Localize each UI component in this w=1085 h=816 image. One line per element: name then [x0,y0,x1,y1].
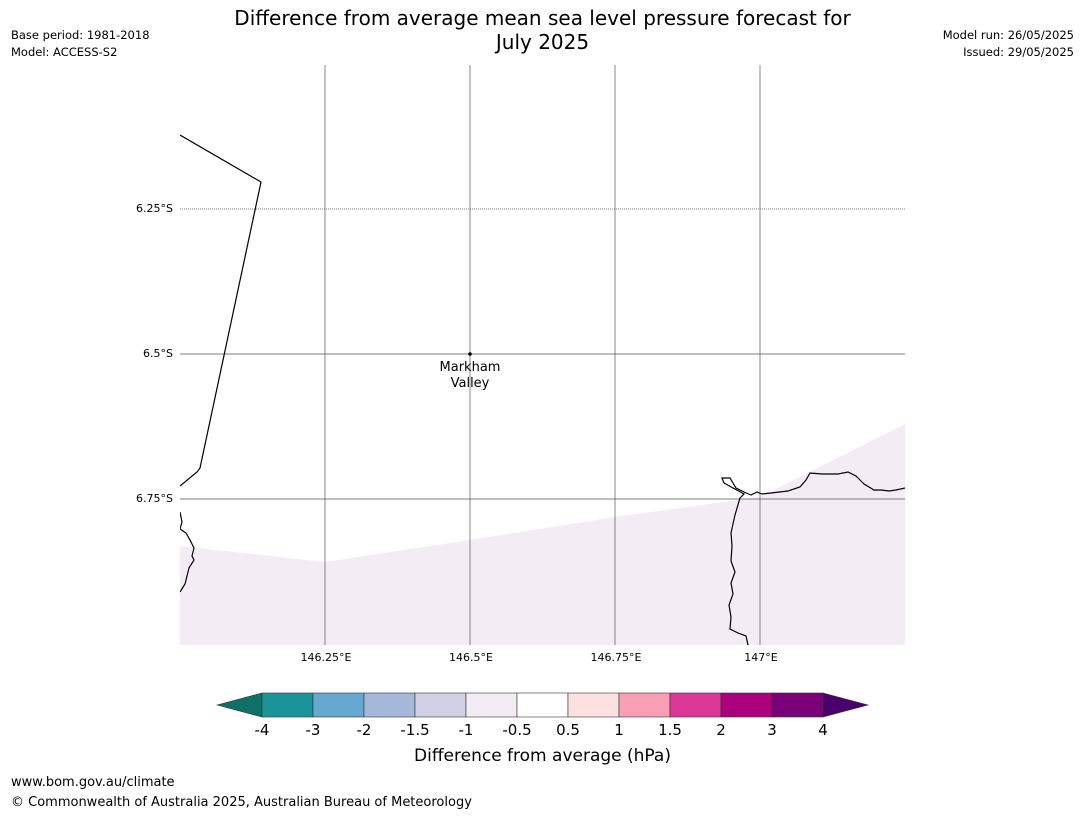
place-label-markham-valley: Markham Valley [420,360,520,392]
meta-left: Base period: 1981-2018 Model: ACCESS-S2 [11,27,150,61]
model-text: Model: ACCESS-S2 [11,45,118,59]
coastline-west [180,511,195,593]
colorbar-cell-9 [669,692,722,718]
colorbar-cell-11 [771,692,824,718]
colorbar-extend-low [216,692,263,718]
lon-label-146-25: 146.25°E [300,651,352,664]
place-marker-dot [468,352,472,356]
border-line-west [180,134,262,487]
colorbar-tick-1: -4 [254,721,270,739]
colorbar-cell-10 [720,692,773,718]
colorbar-cell-5 [465,692,518,718]
lon-label-146-5: 146.5°E [449,651,493,664]
title-line-2: July 2025 [495,30,590,54]
base-period-text: Base period: 1981-2018 [11,28,150,42]
title-line-1: Difference from average mean sea level p… [234,6,851,30]
chart-title: Difference from average mean sea level p… [0,6,1085,54]
model-run-text: Model run: 26/05/2025 [942,28,1074,42]
place-label-line-2: Valley [450,376,490,391]
colorbar-tick-2: -3 [305,721,321,739]
colorbar-tick-7: 0.5 [556,721,580,739]
colorbar-tick-10: 2 [716,721,726,739]
lon-label-147: 147°E [744,651,778,664]
colorbar-cell-4 [414,692,467,718]
lat-label-6-5: 6.5°S [143,347,173,360]
colorbar-tick-11: 3 [767,721,777,739]
lat-label-6-75: 6.75°S [136,492,173,505]
colorbar-tick-8: 1 [614,721,624,739]
colorbar-cell-3 [363,692,416,718]
pressure-anomaly-shading [180,424,905,645]
colorbar-cell-6 [516,692,569,718]
meta-right: Model run: 26/05/2025 Issued: 29/05/2025 [943,27,1074,61]
colorbar-extend-high [822,692,870,718]
colorbar-tick-3: -2 [356,721,372,739]
place-label-line-1: Markham [439,360,501,375]
lat-label-6-25: 6.25°S [136,202,173,215]
lon-label-146-75: 146.75°E [590,651,642,664]
colorbar-cell-8 [618,692,671,718]
colorbar-cells [216,692,870,718]
colorbar-label: Difference from average (hPa) [414,746,671,766]
map-contents [180,65,905,645]
colorbar-tick-5: -1 [458,721,474,739]
gridlines [180,65,905,645]
map-svg [180,65,905,645]
colorbar-tick-12: 4 [818,721,828,739]
footer-url[interactable]: www.bom.gov.au/climate [11,775,175,790]
colorbar [216,692,870,718]
colorbar-cell-1 [261,692,314,718]
colorbar-cell-7 [567,692,620,718]
colorbar-tick-4: -1.5 [400,721,430,739]
footer-copyright: © Commonwealth of Australia 2025, Austra… [11,795,472,810]
coastlines [180,134,905,645]
colorbar-tick-6: -0.5 [502,721,532,739]
coastline-east [721,471,905,645]
colorbar-tick-9: 1.5 [658,721,682,739]
issued-text: Issued: 29/05/2025 [963,45,1074,59]
colorbar-cell-2 [312,692,365,718]
map-area: 6.25°S 6.5°S 6.75°S 146.25°E 146.5°E 146… [136,65,905,664]
